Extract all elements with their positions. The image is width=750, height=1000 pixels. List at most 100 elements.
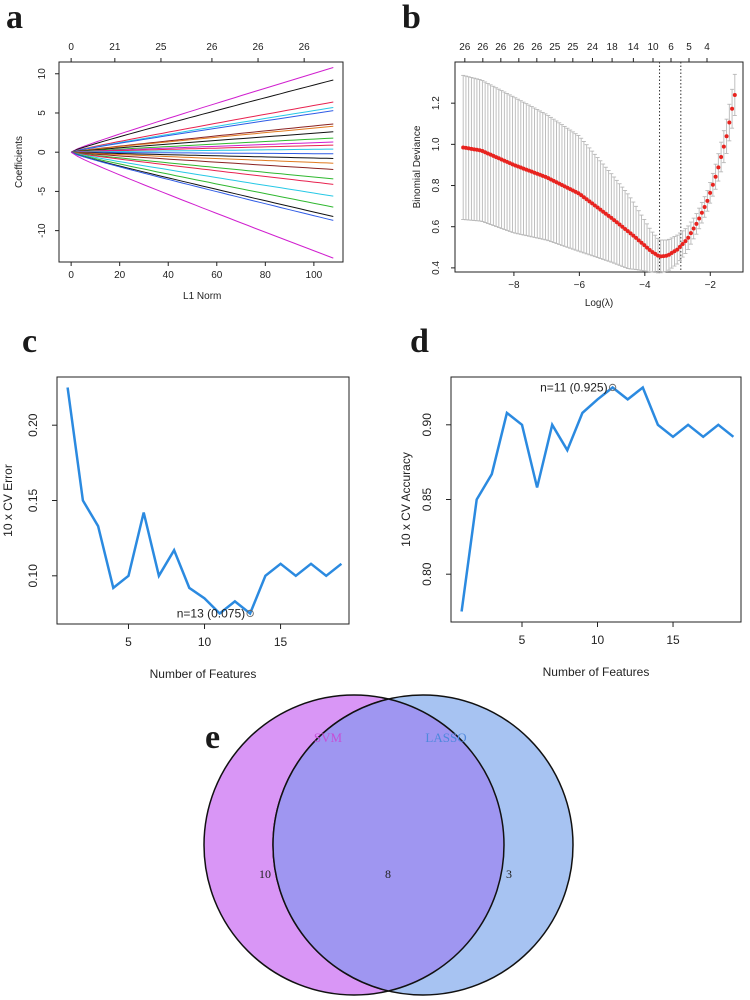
deviance-point <box>697 216 702 221</box>
top-tick-label: 26 <box>531 42 543 53</box>
top-tick-label: 26 <box>477 42 489 53</box>
deviance-point <box>625 229 630 234</box>
optimum-annotation: n=13 (0.075) <box>177 606 245 620</box>
deviance-point <box>612 218 617 223</box>
deviance-point <box>645 245 650 250</box>
x-tick-label: 0 <box>68 270 74 281</box>
deviance-point <box>708 190 713 195</box>
y-tick-label: 0.20 <box>26 413 40 437</box>
deviance-point <box>727 120 732 125</box>
deviance-point <box>705 198 710 203</box>
x-tick-label: 40 <box>163 270 175 281</box>
deviance-point <box>694 221 699 226</box>
deviance-point <box>628 231 633 236</box>
deviance-point <box>598 207 603 212</box>
x-tick-label: 80 <box>260 270 272 281</box>
coefficient-path-line <box>71 144 334 153</box>
y-tick-label: 1.0 <box>431 137 442 151</box>
y-tick-label: 0.6 <box>431 219 442 233</box>
y-tick-label: 0.8 <box>431 178 442 192</box>
coefficient-path-line <box>70 107 334 153</box>
cv-accuracy-chart: 5 10 15 0.80 0.85 0.90 Number of Features 10 x … <box>399 376 742 679</box>
coefficient-path-line <box>70 79 334 153</box>
y-tick-label: 10 <box>37 68 48 80</box>
top-tick-label: 5 <box>686 42 692 53</box>
y-axis-title: Binomial Deviance <box>412 125 423 208</box>
coefficient-path-line <box>70 110 334 153</box>
deviance-point <box>702 204 707 209</box>
coefficient-path-line <box>71 151 334 170</box>
deviance-point <box>609 215 614 220</box>
x-tick-label: 20 <box>114 270 126 281</box>
deviance-point <box>590 201 595 206</box>
deviance-point <box>614 220 619 225</box>
top-tick-label: 6 <box>668 42 674 53</box>
panel-label-c: c <box>22 323 37 360</box>
venn-overlap-region <box>272 698 505 992</box>
y-tick-label: 0.90 <box>420 413 434 437</box>
coefficient-path-line <box>71 148 334 153</box>
plot-frame <box>454 61 744 273</box>
deviance-point <box>581 195 586 200</box>
venn-overlap-count: 8 <box>385 867 391 881</box>
deviance-point <box>699 210 704 215</box>
y-axis-title: 10 x CV Accuracy <box>399 452 413 547</box>
deviance-point <box>636 238 641 243</box>
deviance-point <box>620 224 625 229</box>
deviance-point <box>631 233 636 238</box>
deviance-point <box>603 211 608 216</box>
x-tick-label: 10 <box>591 633 605 647</box>
top-tick-label: 14 <box>628 42 640 53</box>
coefficient-path-line <box>71 151 334 164</box>
deviance-point <box>680 241 685 246</box>
x-tick-label: −8 <box>508 280 520 291</box>
y-axis-title: 10 x CV Error <box>1 464 15 537</box>
coefficient-path-line <box>71 151 334 185</box>
coefficient-path-line <box>70 101 334 153</box>
top-tick-label: 24 <box>587 42 599 53</box>
top-tick-label: 25 <box>567 42 579 53</box>
x-tick-label: 5 <box>125 635 132 649</box>
venn-lasso-only-count: 3 <box>506 867 512 881</box>
y-tick-label: 0.15 <box>26 488 40 512</box>
deviance-point <box>710 182 715 187</box>
deviance-point <box>719 155 724 160</box>
top-tick-label: 26 <box>495 42 507 53</box>
deviance-point <box>584 197 589 202</box>
x-axis-title: Number of Features <box>543 665 650 679</box>
y-tick-label: 0.85 <box>420 487 434 511</box>
y-tick-label: -10 <box>37 223 48 238</box>
top-tick-label: 25 <box>549 42 561 53</box>
deviance-point <box>713 174 718 179</box>
deviance-point <box>606 213 611 218</box>
x-axis-title: Log(λ) <box>585 298 613 309</box>
y-axis-title: Coefficients <box>14 136 25 188</box>
binomial-deviance-chart: −8 −6 −4 −2 0.4 0.6 0.8 1.0 1.2 26 26 26 26 26 25 25 24 1… <box>412 42 744 309</box>
deviance-point <box>675 247 680 252</box>
top-tick-label: 25 <box>155 42 167 53</box>
x-tick-label: 100 <box>306 270 323 281</box>
coefficient-path-line <box>70 151 334 221</box>
panel-label-d: d <box>410 323 429 360</box>
deviance-point <box>592 203 597 208</box>
coefficient-path-line <box>71 125 334 153</box>
cv-series-line <box>66 387 343 616</box>
top-tick-label: 26 <box>513 42 525 53</box>
x-tick-label: 15 <box>274 635 288 649</box>
coefficient-path-line <box>71 151 334 180</box>
x-axis-title: L1 Norm <box>183 291 221 302</box>
y-tick-label: -5 <box>37 187 48 196</box>
deviance-point <box>683 239 688 244</box>
deviance-point <box>732 92 737 97</box>
y-tick-label: 0.80 <box>420 562 434 586</box>
panel-label-b: b <box>402 0 421 36</box>
top-tick-label: 26 <box>206 42 218 53</box>
deviance-point <box>688 231 693 236</box>
x-tick-label: 10 <box>198 635 212 649</box>
y-tick-label: 0.4 <box>431 260 442 274</box>
coefficient-path-line <box>70 151 334 259</box>
deviance-point <box>724 134 729 139</box>
coefficient-path-line <box>70 151 334 208</box>
